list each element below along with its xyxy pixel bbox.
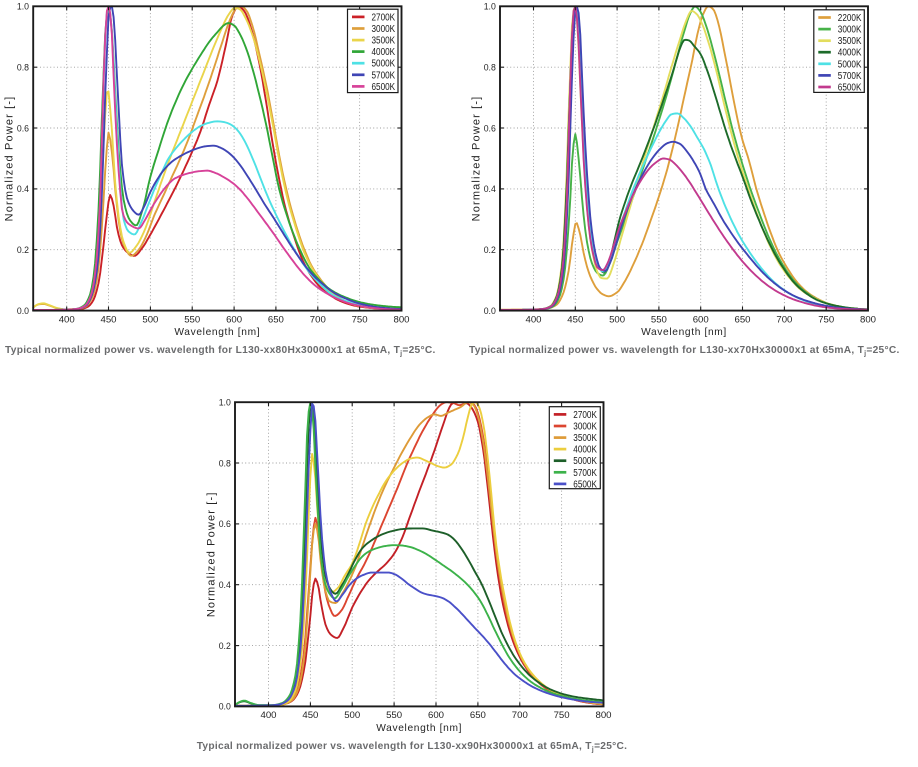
svg-text:700: 700 xyxy=(776,314,792,325)
svg-text:0.8: 0.8 xyxy=(17,63,29,74)
svg-text:Wavelength [nm]: Wavelength [nm] xyxy=(174,327,260,338)
svg-text:2200K: 2200K xyxy=(838,13,862,24)
svg-text:550: 550 xyxy=(386,710,402,721)
svg-text:3000K: 3000K xyxy=(573,422,597,433)
svg-text:3500K: 3500K xyxy=(573,433,597,444)
svg-text:4000K: 4000K xyxy=(838,48,862,59)
svg-text:600: 600 xyxy=(226,314,242,325)
svg-text:5000K: 5000K xyxy=(573,456,597,467)
svg-text:5700K: 5700K xyxy=(838,71,862,82)
svg-text:5700K: 5700K xyxy=(573,468,597,479)
svg-text:650: 650 xyxy=(268,314,284,325)
svg-text:Normalized Power [-]: Normalized Power [-] xyxy=(4,96,16,222)
svg-text:400: 400 xyxy=(260,710,276,721)
svg-text:750: 750 xyxy=(352,314,368,325)
svg-text:0.2: 0.2 xyxy=(484,245,496,256)
svg-text:Wavelength [nm]: Wavelength [nm] xyxy=(376,723,462,734)
svg-text:0.8: 0.8 xyxy=(484,63,496,74)
svg-text:6500K: 6500K xyxy=(372,82,396,93)
svg-text:0.4: 0.4 xyxy=(484,184,497,195)
svg-text:0.0: 0.0 xyxy=(484,306,496,317)
svg-text:650: 650 xyxy=(734,314,750,325)
svg-text:400: 400 xyxy=(525,314,541,325)
svg-text:500: 500 xyxy=(344,710,360,721)
svg-text:4000K: 4000K xyxy=(372,47,396,58)
svg-text:500: 500 xyxy=(609,314,625,325)
svg-text:650: 650 xyxy=(470,710,486,721)
svg-text:6500K: 6500K xyxy=(838,83,862,94)
svg-text:700: 700 xyxy=(310,314,326,325)
svg-text:0.6: 0.6 xyxy=(17,123,29,134)
svg-text:500: 500 xyxy=(142,314,158,325)
svg-text:3000K: 3000K xyxy=(838,25,862,36)
svg-text:Normalized Power [-]: Normalized Power [-] xyxy=(471,96,483,222)
svg-text:5000K: 5000K xyxy=(372,59,396,70)
svg-text:0.6: 0.6 xyxy=(484,123,496,134)
svg-text:800: 800 xyxy=(393,314,409,325)
svg-text:550: 550 xyxy=(651,314,667,325)
svg-text:0.2: 0.2 xyxy=(17,245,29,256)
svg-text:400: 400 xyxy=(59,314,75,325)
svg-text:Normalized Power [-]: Normalized Power [-] xyxy=(206,491,218,617)
svg-text:800: 800 xyxy=(860,314,876,325)
svg-text:5700K: 5700K xyxy=(372,70,396,81)
svg-text:700: 700 xyxy=(512,710,528,721)
svg-text:0.0: 0.0 xyxy=(17,306,29,317)
svg-text:1.0: 1.0 xyxy=(484,2,496,13)
svg-text:4000K: 4000K xyxy=(573,445,597,456)
svg-text:6500K: 6500K xyxy=(573,479,597,490)
svg-text:0.0: 0.0 xyxy=(219,702,231,713)
svg-text:750: 750 xyxy=(554,710,570,721)
svg-text:450: 450 xyxy=(100,314,116,325)
svg-text:600: 600 xyxy=(693,314,709,325)
svg-text:Wavelength [nm]: Wavelength [nm] xyxy=(641,327,727,338)
svg-text:Typical normalized power vs. w: Typical normalized power vs. wavelength … xyxy=(5,345,436,358)
svg-text:0.8: 0.8 xyxy=(219,458,231,469)
svg-text:550: 550 xyxy=(184,314,200,325)
svg-text:600: 600 xyxy=(428,710,444,721)
svg-text:1.0: 1.0 xyxy=(219,398,231,409)
svg-text:450: 450 xyxy=(302,710,318,721)
svg-text:2700K: 2700K xyxy=(573,410,597,421)
svg-text:2700K: 2700K xyxy=(372,12,396,23)
svg-text:0.2: 0.2 xyxy=(219,641,231,652)
svg-text:0.4: 0.4 xyxy=(219,580,232,591)
svg-text:750: 750 xyxy=(818,314,834,325)
svg-text:Typical normalized power vs. w: Typical normalized power vs. wavelength … xyxy=(469,345,900,358)
svg-text:3000K: 3000K xyxy=(372,24,396,35)
svg-text:450: 450 xyxy=(567,314,583,325)
svg-text:0.6: 0.6 xyxy=(219,519,231,530)
svg-text:1.0: 1.0 xyxy=(17,2,29,13)
svg-text:Typical normalized power vs. w: Typical normalized power vs. wavelength … xyxy=(197,741,628,754)
svg-text:3500K: 3500K xyxy=(838,36,862,47)
svg-text:3500K: 3500K xyxy=(372,36,396,47)
svg-text:5000K: 5000K xyxy=(838,59,862,70)
svg-text:800: 800 xyxy=(595,710,611,721)
svg-text:0.4: 0.4 xyxy=(17,184,30,195)
